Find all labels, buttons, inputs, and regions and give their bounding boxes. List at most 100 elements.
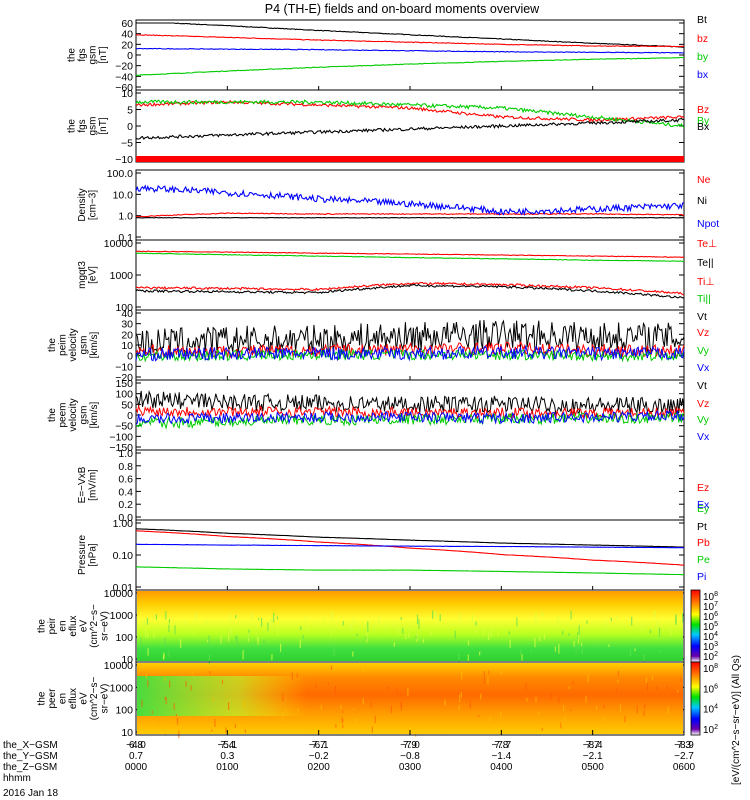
series-te	[135, 281, 685, 296]
spectrogram-pixel	[616, 615, 618, 619]
series-ti	[135, 250, 685, 258]
spectrogram-pixel	[415, 635, 417, 639]
y-tick-label: 1000	[110, 270, 134, 282]
spectrogram-pixel	[458, 704, 460, 711]
legend-bz: Bz	[697, 104, 709, 116]
figure-title: P4 (TH-E) fields and on-board moments ov…	[265, 2, 540, 16]
spectrogram-pixel	[191, 631, 193, 635]
spectrogram-pixel	[675, 614, 677, 624]
y-axis-label: [cm−3]	[87, 190, 98, 221]
series-bt	[136, 22, 685, 48]
spectrogram-pixel	[140, 637, 142, 647]
y-axis-label: velocity	[68, 328, 79, 361]
y-axis-label: Density	[77, 188, 88, 221]
spectrogram-pixel	[482, 628, 485, 637]
colorbar-tick-label: 105	[703, 621, 718, 633]
legend-pe: Pe	[697, 554, 710, 566]
spectrogram-pixel	[255, 631, 257, 636]
x-row-value: 0.3	[220, 751, 234, 762]
spectrogram-pixel	[656, 620, 658, 628]
y-axis-label: sr−eV)	[100, 684, 111, 714]
spectrogram-pixel	[474, 621, 476, 628]
spectrogram-pixel	[444, 699, 446, 707]
spectrogram-pixel	[291, 672, 293, 680]
spectrogram-pixel	[285, 709, 287, 715]
spectrogram-pixel	[229, 613, 231, 623]
series-vx	[135, 409, 685, 425]
spectrogram-pixel	[500, 671, 502, 675]
spectrogram-pixel	[670, 626, 672, 637]
colorbar-electron: 108 106 104 102	[690, 661, 718, 736]
spectrogram-pixel	[435, 611, 437, 620]
y-axis-label: [eV]	[87, 266, 98, 284]
y-tick-label: 150	[115, 378, 133, 390]
spectrogram-pixel	[342, 719, 344, 722]
legend-vz: Vz	[697, 398, 709, 410]
x-row-value: −0.8	[400, 751, 420, 762]
spectrogram-pixel	[677, 690, 679, 693]
spectrogram-pixel	[282, 712, 284, 720]
spectrogram-pixel	[432, 610, 434, 619]
y-tick-label: 0.1	[118, 232, 133, 244]
x-row-value: 0500	[582, 762, 605, 773]
x-row-value: 0000	[125, 762, 148, 773]
series-by	[135, 99, 685, 128]
spectrogram-pixel	[335, 724, 337, 728]
spectrogram-pixel	[493, 725, 495, 730]
spectrogram-pixel	[463, 665, 465, 669]
spectrogram-pixel	[258, 618, 260, 621]
y-axis-label: (cm^2−s−	[89, 677, 100, 721]
panel-frame	[135, 239, 685, 311]
spectrogram-pixel	[554, 646, 556, 652]
spectrogram-pixel	[467, 654, 469, 663]
spectrogram-pixel	[330, 629, 332, 635]
spectrogram-pixel	[296, 673, 298, 678]
y-tick-label: 40	[121, 29, 133, 41]
spectrogram-pixel	[475, 621, 477, 626]
y-axis-label: peir	[47, 617, 58, 634]
spectrogram-pixel	[331, 611, 333, 614]
spectrogram-pixel	[595, 705, 598, 710]
spectrogram-pixel	[659, 649, 661, 652]
spectrogram-pixel	[390, 705, 393, 714]
panel-frame	[135, 19, 685, 91]
spectrogram-pixel	[366, 632, 368, 643]
spectrogram-pixel	[373, 624, 375, 630]
spectrogram-pixel	[539, 636, 541, 642]
y-tick-label: 0	[127, 351, 133, 363]
legend-ey: Ey	[697, 503, 710, 515]
legend-vy: Vy	[697, 345, 710, 357]
spectrogram-pixel	[617, 680, 619, 683]
spectrogram-pixel	[370, 701, 372, 708]
x-row-value: −1.4	[491, 751, 511, 762]
spectrogram-pixel	[615, 688, 617, 694]
traces-density	[135, 184, 685, 219]
spectrogram-pixel	[155, 614, 157, 620]
colorbar-tick-label: 102	[703, 651, 718, 663]
spectrogram-pixel	[568, 633, 570, 636]
y-axis-label: the	[47, 338, 58, 352]
series-vt	[135, 390, 685, 415]
x-row-value: 0400	[490, 762, 513, 773]
traces-temperature	[135, 250, 685, 299]
spectrogram-pixel	[478, 714, 480, 718]
spectrogram-pixel	[656, 686, 658, 690]
y-tick-label: −40	[115, 71, 133, 83]
y-axis-label: E=−VxB	[77, 466, 88, 503]
series-pe	[135, 566, 685, 576]
x-tick-label: −8.9	[674, 740, 694, 751]
x-row-value: 7.9	[403, 740, 417, 751]
y-tick-label: −20	[115, 61, 133, 73]
spectrogram-pixel	[168, 650, 170, 657]
y-axis-label: gsm	[79, 336, 90, 355]
spectrogram-pixel	[221, 680, 224, 685]
y-tick-label: 60	[121, 18, 133, 30]
spectrogram-pixel	[207, 639, 209, 642]
legend-ti: Ti||	[697, 293, 711, 305]
spectrogram-pixel	[439, 614, 441, 622]
spectrogram-pixel	[327, 682, 329, 685]
spectrogram-pixel	[577, 646, 579, 650]
x-row-value: −2.7	[674, 751, 694, 762]
spectrogram-pixel	[461, 672, 463, 680]
spectrogram-pixel	[306, 615, 308, 618]
